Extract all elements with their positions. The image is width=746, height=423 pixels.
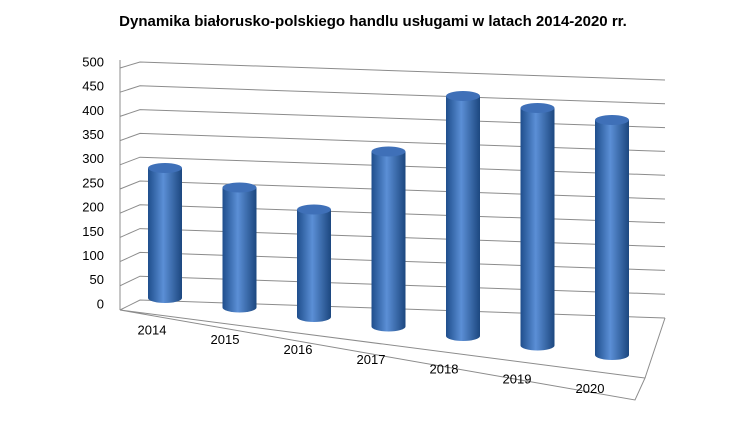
grid-line (119, 299, 666, 319)
grid-line (119, 251, 666, 271)
bar-top (297, 204, 331, 215)
bar-top (446, 91, 480, 101)
x-tick-label: 2018 (430, 362, 459, 377)
grid-line (119, 180, 666, 200)
grid-line (119, 156, 666, 176)
bar (595, 120, 629, 360)
bar (371, 151, 406, 332)
bar (297, 209, 331, 322)
grid-line (119, 61, 666, 81)
bar-top (371, 146, 406, 157)
bar (148, 168, 182, 303)
y-tick-label: 150 (82, 224, 104, 239)
y-tick-label: 200 (82, 200, 104, 215)
grid-line (119, 204, 666, 224)
bar-top (595, 115, 629, 125)
y-tick-label: 0 (97, 296, 104, 311)
floor-edge (644, 317, 666, 379)
x-tick-label: 2015 (211, 332, 240, 347)
x-tick-label: 2020 (576, 381, 605, 396)
x-tick-label: 2019 (503, 371, 532, 386)
y-tick-label: 300 (82, 151, 104, 166)
bar-top (148, 163, 182, 173)
grid-line (119, 132, 666, 152)
y-tick-label: 400 (82, 103, 104, 118)
x-tick-label: 2014 (138, 322, 167, 337)
floor-edge (119, 309, 646, 401)
bar (446, 96, 480, 341)
grid-line (119, 109, 666, 129)
y-tick-label: 100 (82, 248, 104, 263)
x-tick-label: 2016 (284, 342, 313, 357)
y-tick-label: 250 (82, 175, 104, 190)
bar-top (222, 182, 257, 193)
grid-line (119, 228, 666, 248)
grid-line (119, 275, 666, 295)
bar (222, 187, 257, 313)
y-tick-label: 450 (82, 79, 104, 94)
x-tick-label: 2017 (357, 352, 386, 367)
y-tick-label: 50 (90, 272, 104, 287)
y-tick-label: 500 (82, 54, 104, 69)
bar (520, 108, 555, 351)
grid-line (119, 85, 666, 105)
bar-top (520, 103, 555, 113)
chart-title: Dynamika białorusko-polskiego handlu usł… (119, 13, 627, 30)
y-tick-label: 350 (82, 127, 104, 142)
